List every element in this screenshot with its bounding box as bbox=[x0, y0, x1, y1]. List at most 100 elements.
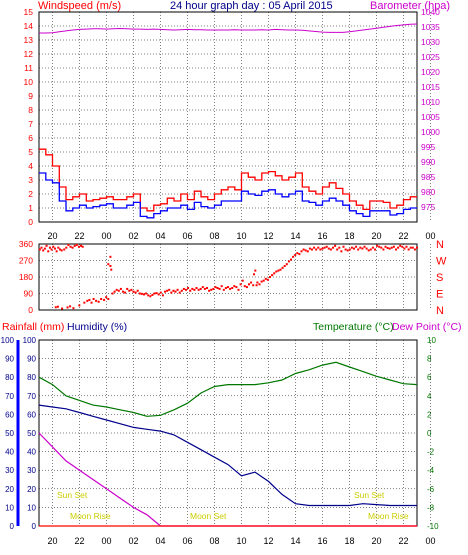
compass-label: N bbox=[436, 239, 444, 251]
direction-point bbox=[220, 285, 223, 288]
direction-point bbox=[395, 248, 397, 251]
direction-point bbox=[130, 288, 133, 291]
direction-point bbox=[384, 245, 387, 248]
compass-label: E bbox=[436, 289, 443, 301]
rain-humidity-temperature-panel: 0102030405060708090100010203040506070809… bbox=[1, 336, 439, 546]
direction-point bbox=[59, 248, 61, 251]
direction-point bbox=[308, 247, 311, 250]
time-tick-label: 14 bbox=[290, 231, 300, 241]
direction-point bbox=[81, 245, 84, 248]
direction-point bbox=[262, 279, 265, 282]
temperature-tick-label: 8 bbox=[427, 355, 432, 364]
direction-point bbox=[409, 246, 412, 249]
direction-point bbox=[355, 245, 358, 248]
rainfall-tick-label: 90 bbox=[5, 355, 14, 364]
direction-point bbox=[203, 287, 206, 290]
time-tick-label: 18 bbox=[344, 231, 354, 241]
direction-point bbox=[50, 248, 53, 251]
temperature-tick-label: 2 bbox=[427, 410, 432, 419]
series-line-green bbox=[38, 361, 418, 417]
direction-point bbox=[392, 245, 395, 248]
direction-point bbox=[218, 287, 221, 290]
direction-point bbox=[214, 286, 217, 289]
sun-set-annotation-2: Sun Set bbox=[354, 490, 385, 500]
direction-point bbox=[199, 287, 202, 290]
direction-point bbox=[197, 288, 200, 291]
direction-point bbox=[399, 244, 402, 247]
direction-tick-label: 180 bbox=[19, 272, 33, 282]
temperature-tick-label: -6 bbox=[427, 485, 435, 494]
time-tick-label: 16 bbox=[317, 536, 327, 546]
windspeed-tick-label: 10 bbox=[24, 77, 34, 87]
time-tick-label: 06 bbox=[182, 231, 192, 241]
direction-point bbox=[386, 247, 389, 250]
time-tick-label: 08 bbox=[209, 536, 219, 546]
direction-point bbox=[361, 247, 364, 250]
direction-point bbox=[178, 291, 181, 294]
temperature-tick-label: -8 bbox=[427, 503, 435, 512]
direction-point bbox=[256, 281, 259, 284]
direction-point bbox=[115, 288, 118, 291]
time-tick-label: 20 bbox=[371, 536, 381, 546]
windspeed-tick-label: 11 bbox=[24, 63, 33, 73]
humidity-tick-label: 100 bbox=[23, 336, 37, 345]
direction-point bbox=[376, 244, 379, 247]
time-tick-label: 04 bbox=[155, 231, 165, 241]
direction-point bbox=[54, 306, 57, 309]
barometer-tick-label: 975 bbox=[421, 202, 435, 212]
direction-point bbox=[176, 288, 179, 291]
direction-point bbox=[149, 295, 152, 298]
direction-point bbox=[69, 305, 72, 308]
direction-point bbox=[323, 246, 326, 249]
direction-point bbox=[344, 248, 347, 251]
humidity-tick-label: 0 bbox=[32, 522, 37, 531]
humidity-tick-label: 60 bbox=[27, 410, 36, 419]
direction-point bbox=[237, 288, 240, 291]
direction-point bbox=[55, 250, 58, 253]
direction-point bbox=[195, 287, 198, 289]
direction-point bbox=[67, 243, 70, 246]
direction-point bbox=[164, 290, 166, 293]
direction-point bbox=[250, 281, 253, 284]
direction-point bbox=[416, 246, 418, 249]
time-tick-label: 00 bbox=[101, 231, 111, 241]
direction-point bbox=[53, 247, 56, 250]
direction-point bbox=[174, 290, 177, 293]
direction-point bbox=[43, 247, 46, 250]
direction-point bbox=[40, 246, 43, 249]
direction-point bbox=[90, 301, 93, 304]
direction-point bbox=[353, 247, 355, 250]
direction-point bbox=[321, 247, 324, 250]
temperature-tick-label: 10 bbox=[427, 336, 436, 345]
direction-point bbox=[277, 269, 280, 272]
direction-point bbox=[283, 265, 286, 267]
rainfall-tick-label: 30 bbox=[5, 466, 14, 475]
temperature-tick-label: 0 bbox=[427, 429, 432, 438]
direction-point bbox=[153, 292, 156, 295]
windspeed-tick-label: 3 bbox=[28, 175, 33, 185]
rainfall-tick-label: 80 bbox=[5, 373, 14, 382]
direction-point bbox=[315, 248, 318, 251]
windspeed-label: Windspeed (m/s) bbox=[38, 0, 121, 12]
direction-point bbox=[168, 288, 171, 291]
direction-point bbox=[159, 291, 162, 294]
direction-point bbox=[319, 248, 322, 251]
direction-point bbox=[126, 287, 129, 290]
direction-point bbox=[378, 245, 381, 248]
direction-point bbox=[189, 289, 192, 292]
direction-tick-label: 270 bbox=[19, 256, 33, 266]
time-tick-label: 06 bbox=[182, 536, 192, 546]
direction-point bbox=[365, 247, 368, 250]
direction-point bbox=[279, 268, 282, 271]
direction-point bbox=[161, 294, 164, 297]
barometer-label: Barometer (hpa) bbox=[370, 0, 450, 12]
direction-point bbox=[157, 293, 160, 296]
direction-point bbox=[405, 245, 408, 248]
direction-point bbox=[95, 299, 98, 302]
direction-point bbox=[388, 247, 391, 250]
time-tick-label: 22 bbox=[74, 231, 84, 241]
direction-point bbox=[369, 248, 372, 251]
direction-point bbox=[136, 289, 139, 292]
direction-point bbox=[193, 288, 196, 291]
